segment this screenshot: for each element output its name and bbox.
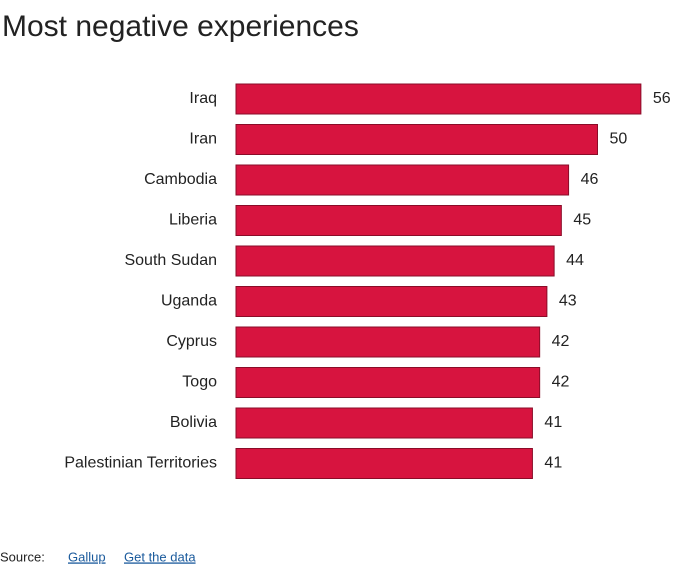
value-label: 41 [544,414,562,431]
value-label: 44 [566,252,584,269]
bar [235,164,570,196]
category-label: South Sudan [124,252,217,269]
value-label: 50 [610,131,628,148]
category-label: Liberia [169,212,217,229]
source-link[interactable]: Gallup [68,549,106,564]
value-label: 42 [552,374,570,391]
bar [235,448,533,479]
value-label: 46 [581,171,599,188]
bar [235,124,598,155]
category-label: Cambodia [144,171,217,188]
bar [235,407,533,439]
data-link-text[interactable]: Get the data [124,549,196,564]
category-label: Uganda [161,293,217,310]
bar [235,83,642,115]
category-label: Bolivia [170,414,217,431]
source-link-text[interactable]: Gallup [68,549,106,564]
category-label: Togo [182,374,217,391]
category-label: Palestinian Territories [64,455,217,472]
value-label: 56 [653,90,671,107]
source-label: Source: [0,549,45,564]
data-link[interactable]: Get the data [124,549,196,564]
category-label: Cyprus [166,333,217,350]
bar [235,205,562,236]
value-label: 43 [559,293,577,310]
category-label: Iraq [189,90,217,107]
value-label: 42 [552,333,570,350]
category-label: Iran [189,131,217,148]
bar [235,326,541,358]
bar [235,245,555,277]
bar [235,367,541,398]
value-label: 41 [544,455,562,472]
chart-title: Most negative experiences [2,10,359,43]
value-label: 45 [573,212,591,229]
bar [235,286,548,317]
